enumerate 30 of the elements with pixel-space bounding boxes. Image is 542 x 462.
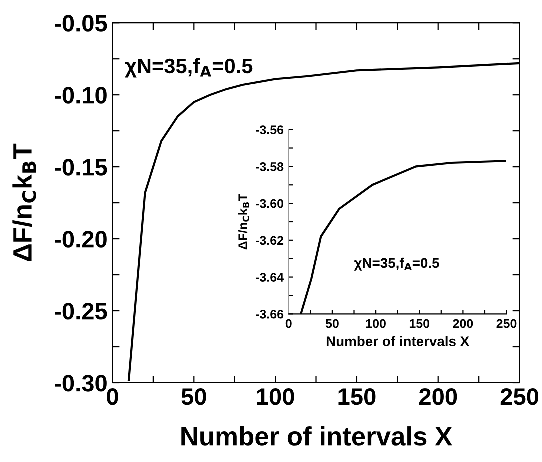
x-tick-label: 200 (453, 319, 474, 328)
y-axis-title: ΔF/n$_{C}$k$_{B}$T (12, 144, 36, 262)
annotation: χN=35,f$_{A}$=0.5 (354, 258, 440, 271)
y-tick-label: -3.60 (256, 199, 284, 208)
y-tick-label: -0.10 (54, 87, 107, 104)
y-tick-label: -3.56 (256, 126, 284, 134)
y-tick-label: -3.58 (256, 162, 284, 172)
x-tick-label: 150 (338, 388, 376, 406)
x-tick-label: 50 (326, 319, 339, 328)
x-tick-label: 100 (366, 319, 386, 328)
x-tick-label: 50 (182, 388, 206, 406)
x-tick-label: 250 (496, 319, 517, 328)
x-tick-label: 100 (257, 388, 294, 406)
y-axis-title: ΔF/n$_{C}$k$_{B}$T (238, 194, 250, 250)
x-tick-label: 200 (419, 388, 458, 406)
y-tick-label: -3.64 (256, 273, 284, 282)
x-tick-label: 0 (286, 319, 292, 328)
y-tick-label: -0.25 (54, 303, 108, 320)
x-tick-label: 250 (500, 388, 539, 406)
y-tick-label: -3.66 (256, 310, 284, 319)
y-tick-label: -3.62 (256, 236, 284, 246)
y-tick-label: -0.20 (54, 231, 107, 248)
x-tick-label: 0 (107, 388, 118, 406)
x-axis-title: Number of intervals X (182, 426, 452, 446)
x-axis-title: Number of intervals X (326, 336, 470, 346)
y-tick-label: -0.30 (54, 375, 107, 392)
annotation: χN=35,f$_{A}$=0.5 (125, 58, 253, 78)
y-tick-label: -0.05 (54, 15, 108, 32)
x-tick-label: 150 (410, 319, 430, 328)
y-tick-label: -0.15 (54, 159, 108, 176)
